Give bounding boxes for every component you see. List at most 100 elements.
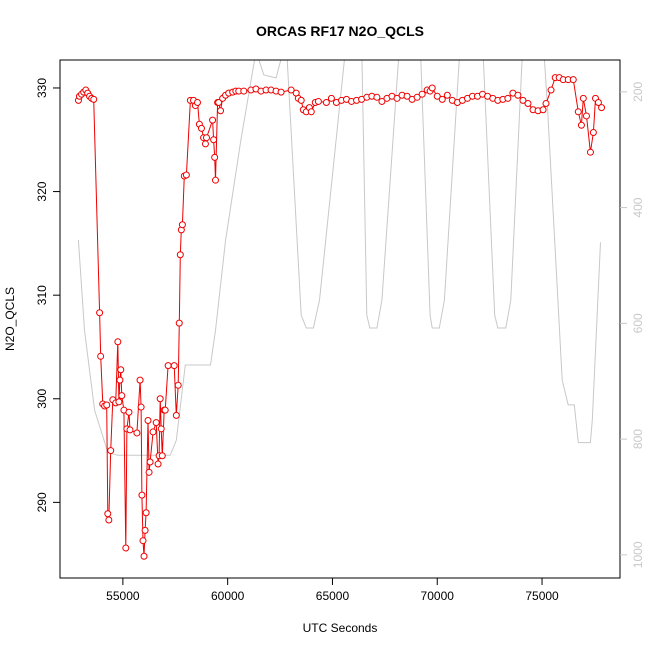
data-point [126,426,134,434]
x-axis-label: UTC Seconds [303,621,378,635]
y-tick-label: 310 [35,285,49,305]
data-point [327,94,335,102]
data-point [145,468,153,476]
data-point [519,96,527,104]
data-point [579,94,587,102]
data-point [539,106,547,114]
data-point [144,417,152,425]
data-point [569,76,577,84]
data-point [164,362,172,370]
data-point [577,121,585,129]
data-point [122,544,130,552]
data-point [161,406,169,414]
data-point [589,129,597,137]
y-tick-label: 290 [35,492,49,512]
data-point [182,171,190,179]
data-point [413,93,421,101]
data-point [172,411,180,419]
data-point [107,447,115,455]
data-point [378,97,386,105]
plot-area [74,60,606,560]
data-point [582,112,590,120]
data-point [547,86,555,94]
data-point [103,401,111,409]
data-point [125,408,133,416]
data-point [105,516,113,524]
data-point [197,124,205,132]
y2-tick-label: 600 [631,313,645,333]
data-point [118,392,126,400]
data-point [170,362,178,370]
data-point [542,100,550,108]
data-point [428,84,436,92]
data-point [140,552,148,560]
data-point [373,93,381,101]
series-line [77,60,601,456]
data-point [598,104,606,112]
x-tick-label: 60000 [211,589,245,603]
data-point [314,97,322,105]
data-point [322,98,330,106]
data-point [149,428,157,436]
data-point [212,176,220,184]
data-point [116,376,124,384]
y-tick-label: 330 [35,78,49,98]
data-point [438,95,446,103]
y-tick-label: 300 [35,388,49,408]
data-point [142,509,150,517]
x-tick-label: 65000 [316,589,350,603]
data-point [574,108,582,116]
data-point [287,86,295,94]
data-point [117,366,125,374]
data-point [174,381,182,389]
data-point [154,460,162,468]
data-point [114,338,122,346]
data-point [524,100,532,108]
data-point [138,491,146,499]
plot-frame [59,59,621,579]
data-point [504,94,512,102]
x-tick-label: 70000 [421,589,455,603]
data-point [141,526,149,534]
data-point [586,148,594,156]
data-point [175,319,183,327]
data-point [90,95,98,103]
data-point [403,92,411,100]
data-point [297,96,305,104]
data-point [210,136,218,144]
data-point [158,452,166,460]
data-point [176,251,184,259]
y2-tick-label: 200 [631,82,645,102]
data-point [104,510,112,518]
data-point [211,153,219,161]
data-point [433,92,441,100]
data-point [240,87,248,95]
data-point [133,429,141,437]
x-tick-label: 75000 [525,589,559,603]
data-point [96,309,104,317]
data-point [146,458,154,466]
data-point [202,134,210,142]
data-point [418,90,426,98]
data-point [139,537,147,545]
y2-tick-label: 800 [631,429,645,449]
data-point [393,94,401,102]
data-point [201,140,209,148]
data-point [594,98,602,106]
data-point [307,108,315,116]
data-point [178,221,186,229]
data-point [156,395,164,403]
data-point [97,352,105,360]
data-point [443,91,451,99]
data-point [217,107,225,115]
data-point [137,403,145,411]
data-point [209,116,217,124]
data-point [115,398,123,406]
chart-title: ORCAS RF17 N2O_QCLS [256,23,424,39]
data-point [152,419,160,427]
data-point [136,376,144,384]
y2-tick-label: 400 [631,197,645,217]
data-point [215,98,223,106]
